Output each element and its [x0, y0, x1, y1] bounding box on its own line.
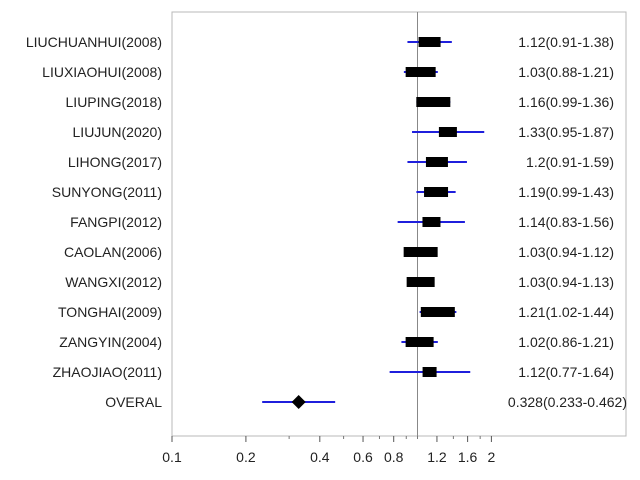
study-row: LIUXIAOHUI(2008) 1.03(0.88-1.21)	[42, 64, 614, 80]
effect-size-marker	[405, 337, 434, 347]
effect-size-marker	[418, 37, 441, 47]
effect-size-marker	[403, 247, 438, 257]
effect-size-label: 1.21(1.02-1.44)	[518, 304, 614, 320]
x-tick-label: 0.1	[162, 449, 182, 465]
study-row: FANGPI(2012) 1.14(0.83-1.56)	[70, 214, 614, 230]
study-name: LIUXIAOHUI(2008)	[42, 64, 162, 80]
effect-size-marker	[424, 187, 449, 197]
effect-size-label: 1.2(0.91-1.59)	[526, 154, 614, 170]
effect-size-marker	[422, 217, 441, 227]
x-tick-label: 2	[488, 449, 496, 465]
study-row: ZHAOJIAO(2011) 1.12(0.77-1.64)	[53, 364, 614, 380]
study-row: WANGXI(2012) 1.03(0.94-1.13)	[65, 274, 614, 290]
effect-size-label: 1.02(0.86-1.21)	[518, 334, 614, 350]
study-row: LIUCHUANHUI(2008) 1.12(0.91-1.38)	[26, 34, 614, 50]
study-name: LIHONG(2017)	[68, 154, 162, 170]
study-name: LIUPING(2018)	[66, 94, 162, 110]
x-tick-label: 0.4	[310, 449, 330, 465]
overall-row: OVERAL 0.328(0.233-0.462)	[105, 394, 627, 410]
study-name: ZANGYIN(2004)	[59, 334, 162, 350]
effect-size-marker	[425, 157, 448, 167]
study-row: LIHONG(2017) 1.2(0.91-1.59)	[68, 154, 614, 170]
effect-size-marker	[422, 367, 437, 377]
x-axis: 0.1 0.2 0.4 0.6 0.8 1.2 1.6 2	[162, 436, 496, 465]
study-row: LIUPING(2018) 1.16(0.99-1.36)	[66, 94, 614, 110]
effect-size-marker	[416, 97, 451, 107]
effect-size-label: 1.33(0.95-1.87)	[518, 124, 614, 140]
x-tick-label: 1.6	[458, 449, 478, 465]
study-name: TONGHAI(2009)	[58, 304, 162, 320]
study-name: WANGXI(2012)	[65, 274, 162, 290]
effect-size-label: 1.12(0.91-1.38)	[518, 34, 614, 50]
effect-size-marker	[405, 67, 436, 77]
overall-name: OVERAL	[105, 394, 162, 410]
study-name: CAOLAN(2006)	[64, 244, 162, 260]
x-tick-label: 0.8	[384, 449, 404, 465]
x-tick-label: 0.6	[353, 449, 373, 465]
study-name: ZHAOJIAO(2011)	[53, 364, 162, 380]
overall-diamond-marker	[291, 395, 306, 409]
effect-size-marker	[438, 127, 457, 137]
effect-size-label: 1.03(0.88-1.21)	[518, 64, 614, 80]
study-row: ZANGYIN(2004) 1.02(0.86-1.21)	[59, 334, 614, 350]
x-tick-label: 0.2	[236, 449, 256, 465]
study-name: FANGPI(2012)	[70, 214, 162, 230]
study-row: CAOLAN(2006) 1.03(0.94-1.12)	[64, 244, 614, 260]
effect-size-label: 1.03(0.94-1.12)	[518, 244, 614, 260]
effect-size-marker	[406, 277, 435, 287]
study-row: SUNYONG(2011) 1.19(0.99-1.43)	[52, 184, 614, 200]
overall-effect-label: 0.328(0.233-0.462)	[508, 394, 627, 410]
study-name: LIUJUN(2020)	[73, 124, 162, 140]
effect-size-label: 1.12(0.77-1.64)	[518, 364, 614, 380]
effect-size-marker	[420, 307, 455, 317]
study-name: LIUCHUANHUI(2008)	[26, 34, 162, 50]
study-row: TONGHAI(2009) 1.21(1.02-1.44)	[58, 304, 614, 320]
effect-size-label: 1.14(0.83-1.56)	[518, 214, 614, 230]
plot-frame	[171, 11, 627, 437]
study-row: LIUJUN(2020) 1.33(0.95-1.87)	[73, 124, 614, 140]
effect-size-label: 1.16(0.99-1.36)	[518, 94, 614, 110]
study-name: SUNYONG(2011)	[52, 184, 162, 200]
effect-size-label: 1.19(0.99-1.43)	[518, 184, 614, 200]
effect-size-label: 1.03(0.94-1.13)	[518, 274, 614, 290]
study-rows: LIUCHUANHUI(2008) 1.12(0.91-1.38) LIUXIAOH…	[26, 34, 627, 410]
x-tick-label: 1.2	[427, 449, 447, 465]
